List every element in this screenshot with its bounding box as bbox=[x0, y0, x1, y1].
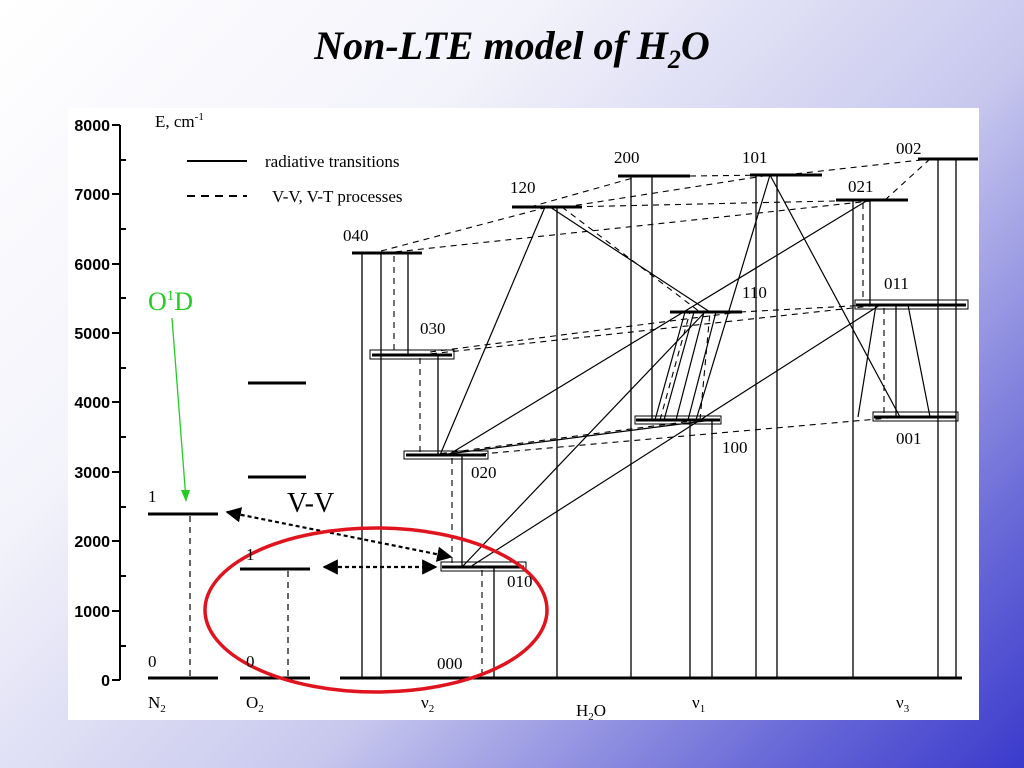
y-tick-2000: 2000 bbox=[74, 534, 110, 551]
label-100: 100 bbox=[722, 438, 748, 457]
legend-dashed-label: V-V, V-T processes bbox=[272, 187, 403, 206]
label-120: 120 bbox=[510, 178, 536, 197]
label-110: 110 bbox=[742, 283, 767, 302]
vv-label: V-V bbox=[287, 488, 334, 519]
label-010: 010 bbox=[507, 572, 533, 591]
column-label-nu3: ν3 bbox=[896, 693, 910, 715]
y-tick-0: 0 bbox=[101, 673, 110, 690]
y-tick-3000: 3000 bbox=[74, 465, 110, 482]
vv-arrow-n2-h2o bbox=[225, 507, 453, 562]
label-030: 030 bbox=[420, 319, 446, 338]
diagram-svg: 0 1000 2000 3000 4000 5000 6000 7000 800… bbox=[74, 111, 978, 720]
slide-title: Non-LTE model of H2O bbox=[314, 23, 710, 74]
label-040: 040 bbox=[343, 226, 369, 245]
label-002: 002 bbox=[896, 139, 922, 158]
label-020: 020 bbox=[471, 463, 497, 482]
radiative-diagonals bbox=[439, 174, 931, 568]
y-tick-6000: 6000 bbox=[74, 257, 110, 274]
column-label-nu1: ν1 bbox=[692, 693, 705, 715]
y-tick-4000: 4000 bbox=[74, 395, 110, 412]
level-boxes bbox=[369, 299, 969, 572]
n2-level-1-label: 1 bbox=[148, 487, 157, 506]
o2-level-0-label: 0 bbox=[246, 652, 255, 671]
label-001: 001 bbox=[896, 429, 922, 448]
y-tick-1000: 1000 bbox=[74, 604, 110, 621]
h2o-levels bbox=[352, 157, 978, 569]
o1d-label: O1D bbox=[148, 287, 193, 316]
label-021: 021 bbox=[848, 177, 874, 196]
n2-level-0-label: 0 bbox=[148, 652, 157, 671]
label-011: 011 bbox=[884, 274, 909, 293]
column-label-nu2: ν2 bbox=[421, 693, 434, 715]
label-000: 000 bbox=[437, 654, 463, 673]
label-200: 200 bbox=[614, 148, 640, 167]
column-label-h2o: H2O bbox=[576, 701, 606, 720]
highlight-ellipse bbox=[203, 526, 549, 694]
o1d-arrow bbox=[171, 317, 187, 501]
o2-level-1-label: 1 bbox=[246, 545, 255, 564]
vv-arrows bbox=[225, 507, 453, 575]
n2-o2-dashed bbox=[189, 516, 289, 676]
y-axis bbox=[112, 124, 126, 681]
legend bbox=[187, 160, 247, 197]
vt-verticals bbox=[393, 203, 885, 676]
y-tick-8000: 8000 bbox=[74, 118, 110, 135]
o1d-arrowhead bbox=[181, 490, 190, 502]
n2-o2-levels bbox=[148, 381, 310, 571]
y-tick-7000: 7000 bbox=[74, 187, 110, 204]
label-101: 101 bbox=[742, 148, 768, 167]
vt-diagonals bbox=[380, 158, 931, 456]
legend-solid-label: radiative transitions bbox=[265, 152, 400, 171]
column-label-o2: O2 bbox=[246, 693, 264, 715]
y-axis-label: E, cm-1 bbox=[155, 111, 204, 131]
column-label-n2: N2 bbox=[148, 693, 166, 715]
energy-level-diagram: 0 1000 2000 3000 4000 5000 6000 7000 800… bbox=[68, 108, 979, 720]
y-tick-5000: 5000 bbox=[74, 326, 110, 343]
